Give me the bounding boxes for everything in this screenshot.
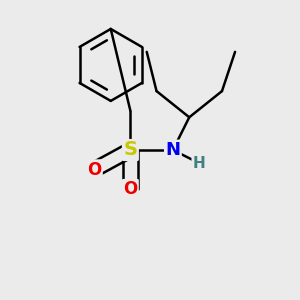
- Text: O: O: [123, 180, 137, 198]
- Text: N: N: [165, 141, 180, 159]
- Text: H: H: [193, 156, 206, 171]
- Text: O: O: [87, 160, 101, 178]
- Text: S: S: [123, 140, 137, 160]
